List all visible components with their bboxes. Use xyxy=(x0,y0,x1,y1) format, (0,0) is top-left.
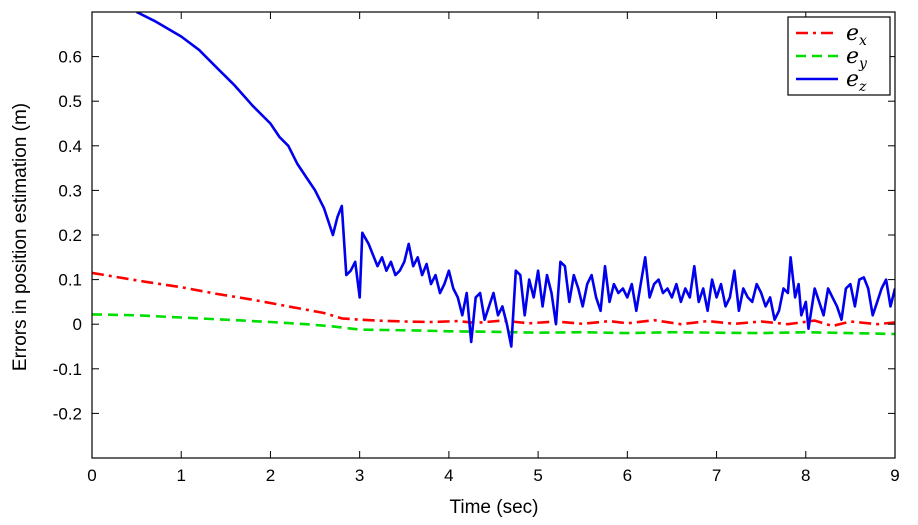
axes-layer: 0 1 2 3 4 5 6 7 8 9 -0.2 -0.1 0 0.1 0.2 0.3 0.4 0.5 0.6 xyxy=(53,11,900,485)
x-tick-label: 5 xyxy=(533,466,542,485)
x-tick-label: 9 xyxy=(890,466,899,485)
series-line-ey xyxy=(92,313,895,336)
series-line-ex xyxy=(92,271,895,328)
x-tick-label: 3 xyxy=(355,466,364,485)
y-axis-label: Errors in position estimation (m) xyxy=(10,103,31,371)
x-tick-label: 7 xyxy=(712,466,721,485)
x-tick-label: 0 xyxy=(87,466,96,485)
y-tick-label: 0.2 xyxy=(58,226,82,245)
y-tick-label: -0.2 xyxy=(53,404,82,423)
y-tick-label: 0.5 xyxy=(58,92,82,111)
x-axis-label: Time (sec) xyxy=(449,497,538,518)
plot-layer xyxy=(92,12,895,348)
plot-frame xyxy=(91,11,896,459)
x-tick-label: 4 xyxy=(444,466,453,485)
x-tick-label: 2 xyxy=(266,466,275,485)
y-tick-label: 0.1 xyxy=(58,271,82,290)
y-tick-label: 0.4 xyxy=(58,137,82,156)
series-line-ez xyxy=(136,12,895,348)
x-tick-label: 6 xyxy=(623,466,632,485)
x-tick-label: 1 xyxy=(176,466,185,485)
y-tick-label: -0.1 xyxy=(53,360,82,379)
y-tick-label: 0.3 xyxy=(58,181,82,200)
y-tick-label: 0.6 xyxy=(58,48,82,67)
series-group xyxy=(92,12,895,348)
y-tick-label: 0 xyxy=(73,315,82,334)
x-tick-label: 8 xyxy=(801,466,810,485)
